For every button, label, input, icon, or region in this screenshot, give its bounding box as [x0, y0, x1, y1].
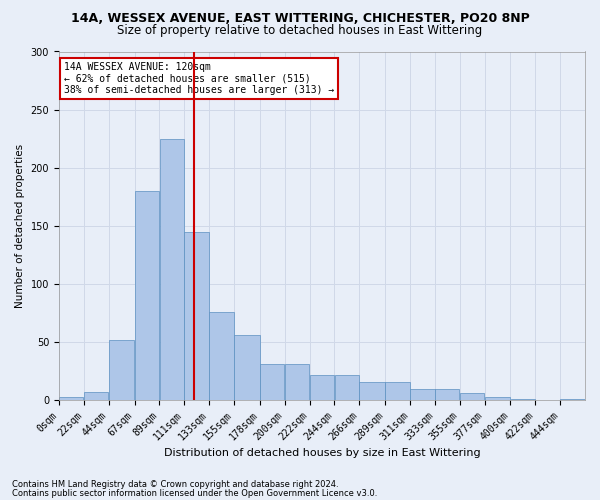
Bar — [410, 388, 434, 400]
Bar — [385, 382, 410, 400]
Bar — [285, 364, 309, 400]
Bar — [435, 388, 460, 400]
Bar — [184, 232, 209, 400]
Bar — [485, 396, 510, 400]
Text: Contains HM Land Registry data © Crown copyright and database right 2024.: Contains HM Land Registry data © Crown c… — [12, 480, 338, 489]
Bar — [460, 394, 484, 400]
Bar — [335, 374, 359, 400]
Text: 14A WESSEX AVENUE: 120sqm
← 62% of detached houses are smaller (515)
38% of semi: 14A WESSEX AVENUE: 120sqm ← 62% of detac… — [64, 62, 334, 95]
Bar — [209, 312, 233, 400]
Bar — [135, 191, 159, 400]
Bar — [511, 399, 535, 400]
Bar — [84, 392, 109, 400]
Text: 14A, WESSEX AVENUE, EAST WITTERING, CHICHESTER, PO20 8NP: 14A, WESSEX AVENUE, EAST WITTERING, CHIC… — [71, 12, 529, 26]
Text: Contains public sector information licensed under the Open Government Licence v3: Contains public sector information licen… — [12, 488, 377, 498]
Bar — [359, 382, 385, 400]
Bar — [160, 138, 184, 400]
Y-axis label: Number of detached properties: Number of detached properties — [15, 144, 25, 308]
Bar — [310, 374, 334, 400]
Text: Size of property relative to detached houses in East Wittering: Size of property relative to detached ho… — [118, 24, 482, 37]
Bar — [109, 340, 134, 400]
Bar — [234, 335, 260, 400]
Bar — [59, 396, 83, 400]
X-axis label: Distribution of detached houses by size in East Wittering: Distribution of detached houses by size … — [164, 448, 480, 458]
Bar — [560, 399, 585, 400]
Bar — [260, 364, 284, 400]
